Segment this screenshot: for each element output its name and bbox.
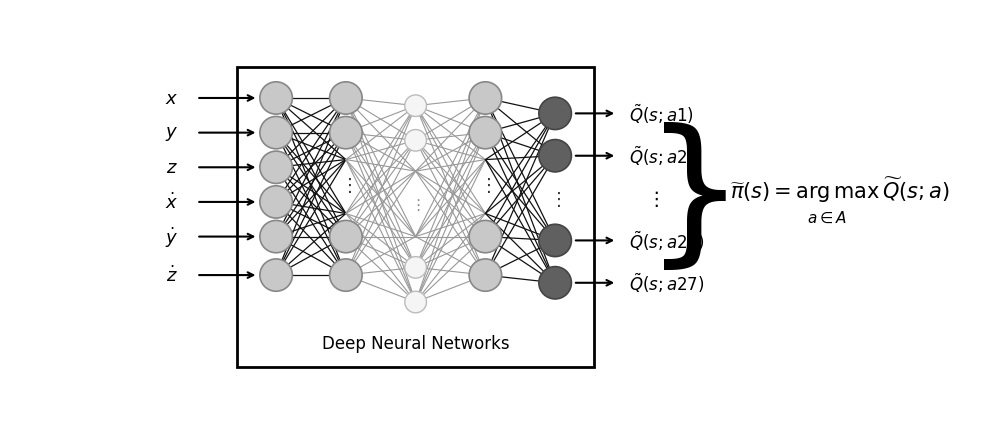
Text: $\widetilde{\pi}(s) = \mathrm{arg}\,\max\,\widetilde{Q}(s;a)$: $\widetilde{\pi}(s) = \mathrm{arg}\,\max… — [730, 175, 949, 204]
Circle shape — [330, 83, 362, 115]
Circle shape — [260, 152, 292, 184]
Text: $\vdots$: $\vdots$ — [479, 176, 491, 195]
Circle shape — [539, 140, 571, 173]
Text: $\dot{y}$: $\dot{y}$ — [165, 225, 178, 249]
Circle shape — [330, 259, 362, 291]
Text: $\tilde{Q}(s;a26)$: $\tilde{Q}(s;a26)$ — [629, 229, 704, 253]
Text: $y$: $y$ — [165, 124, 178, 142]
Circle shape — [330, 221, 362, 253]
Text: $\tilde{Q}(s;a27)$: $\tilde{Q}(s;a27)$ — [629, 271, 704, 295]
Circle shape — [539, 267, 571, 299]
Text: $a \in A$: $a \in A$ — [807, 210, 847, 225]
Circle shape — [405, 257, 426, 279]
Text: $x$: $x$ — [165, 90, 178, 108]
FancyBboxPatch shape — [237, 68, 594, 368]
Circle shape — [469, 221, 502, 253]
Circle shape — [469, 117, 502, 150]
Text: $\dot{z}$: $\dot{z}$ — [166, 265, 177, 285]
Text: $\vdots$: $\vdots$ — [549, 189, 561, 208]
Circle shape — [469, 259, 502, 291]
Circle shape — [330, 117, 362, 150]
Text: Deep Neural Networks: Deep Neural Networks — [322, 334, 509, 352]
Text: $\tilde{Q}(s;a2)$: $\tilde{Q}(s;a2)$ — [629, 145, 694, 168]
Circle shape — [405, 291, 426, 313]
Circle shape — [260, 186, 292, 219]
Circle shape — [539, 98, 571, 130]
Text: $\dot{x}$: $\dot{x}$ — [165, 192, 178, 213]
Text: $\vdots$: $\vdots$ — [646, 189, 658, 209]
Circle shape — [260, 259, 292, 291]
Circle shape — [260, 83, 292, 115]
Circle shape — [260, 117, 292, 150]
Circle shape — [405, 130, 426, 152]
Text: $z$: $z$ — [166, 159, 177, 177]
Text: $\vdots$: $\vdots$ — [410, 196, 421, 212]
Circle shape — [260, 221, 292, 253]
Circle shape — [469, 83, 502, 115]
Circle shape — [539, 225, 571, 257]
Text: $\tilde{Q}(s;a1)$: $\tilde{Q}(s;a1)$ — [629, 103, 694, 126]
Circle shape — [405, 96, 426, 117]
Text: }: } — [644, 121, 745, 276]
Text: $\vdots$: $\vdots$ — [340, 176, 352, 195]
